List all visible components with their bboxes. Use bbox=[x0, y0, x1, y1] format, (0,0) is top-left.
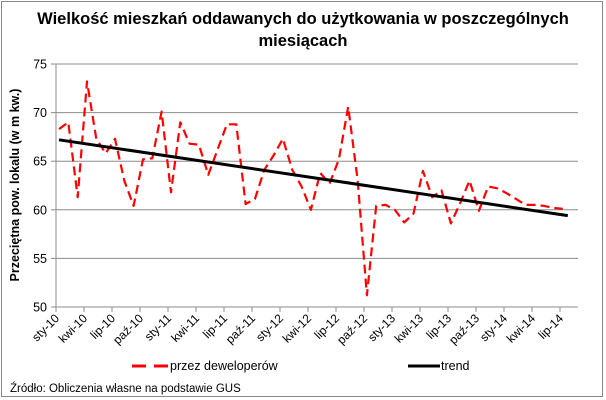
chart-title-line-2: miesiącach bbox=[258, 32, 348, 50]
solid-line-icon bbox=[408, 364, 440, 368]
x-tick-label: kwi-10 bbox=[56, 311, 91, 346]
x-tick-label: paź-10 bbox=[110, 311, 146, 347]
x-tick-label: kwi-13 bbox=[392, 311, 427, 346]
x-tick-label: paź-11 bbox=[223, 311, 258, 346]
x-tick-label: sty-14 bbox=[477, 311, 510, 344]
legend-item-developers: przez deweloperów bbox=[130, 359, 278, 373]
chart-title: Wielkość mieszkań oddawanych do użytkowa… bbox=[0, 8, 606, 52]
y-tick-label: 55 bbox=[33, 252, 47, 266]
x-tick-label: sty-10 bbox=[29, 311, 62, 344]
trend-line bbox=[58, 138, 569, 218]
x-tick-label: sty-12 bbox=[253, 311, 286, 344]
x-tick-label: sty-13 bbox=[365, 311, 398, 344]
series-lines bbox=[58, 80, 569, 297]
y-tick-label: 65 bbox=[33, 155, 47, 169]
gridlines bbox=[56, 63, 578, 308]
y-tick-label: 50 bbox=[33, 301, 47, 315]
series-developers-line bbox=[58, 80, 563, 297]
x-tick-label: lip-14 bbox=[535, 311, 566, 342]
x-tick-label: kwi-14 bbox=[504, 311, 539, 346]
x-tick-label: paź-13 bbox=[446, 311, 482, 347]
x-axis-ticks: sty-10kwi-10lip-10paź-10sty-11kwi-11lip-… bbox=[29, 307, 566, 347]
legend-label-developers: przez deweloperów bbox=[170, 359, 278, 373]
x-tick-label: kwi-11 bbox=[168, 311, 202, 345]
y-axis-ticks: 50 55 60 65 70 75 bbox=[33, 58, 57, 315]
y-tick-label: 70 bbox=[33, 106, 47, 120]
y-tick-label: 75 bbox=[33, 58, 47, 72]
legend: przez deweloperów trend bbox=[0, 359, 606, 379]
legend-item-trend: trend bbox=[407, 359, 470, 373]
legend-label-trend: trend bbox=[441, 359, 470, 373]
x-tick-label: kwi-12 bbox=[280, 311, 315, 346]
x-tick-label: sty-11 bbox=[142, 311, 175, 344]
x-tick-label: paź-12 bbox=[334, 311, 370, 347]
y-tick-label: 60 bbox=[33, 203, 47, 217]
chart-title-line-1: Wielkość mieszkań oddawanych do użytkowa… bbox=[37, 10, 569, 28]
source-note: Źródło: Obliczenia własne na podstawie G… bbox=[10, 383, 241, 395]
dashed-line-icon bbox=[132, 364, 168, 368]
